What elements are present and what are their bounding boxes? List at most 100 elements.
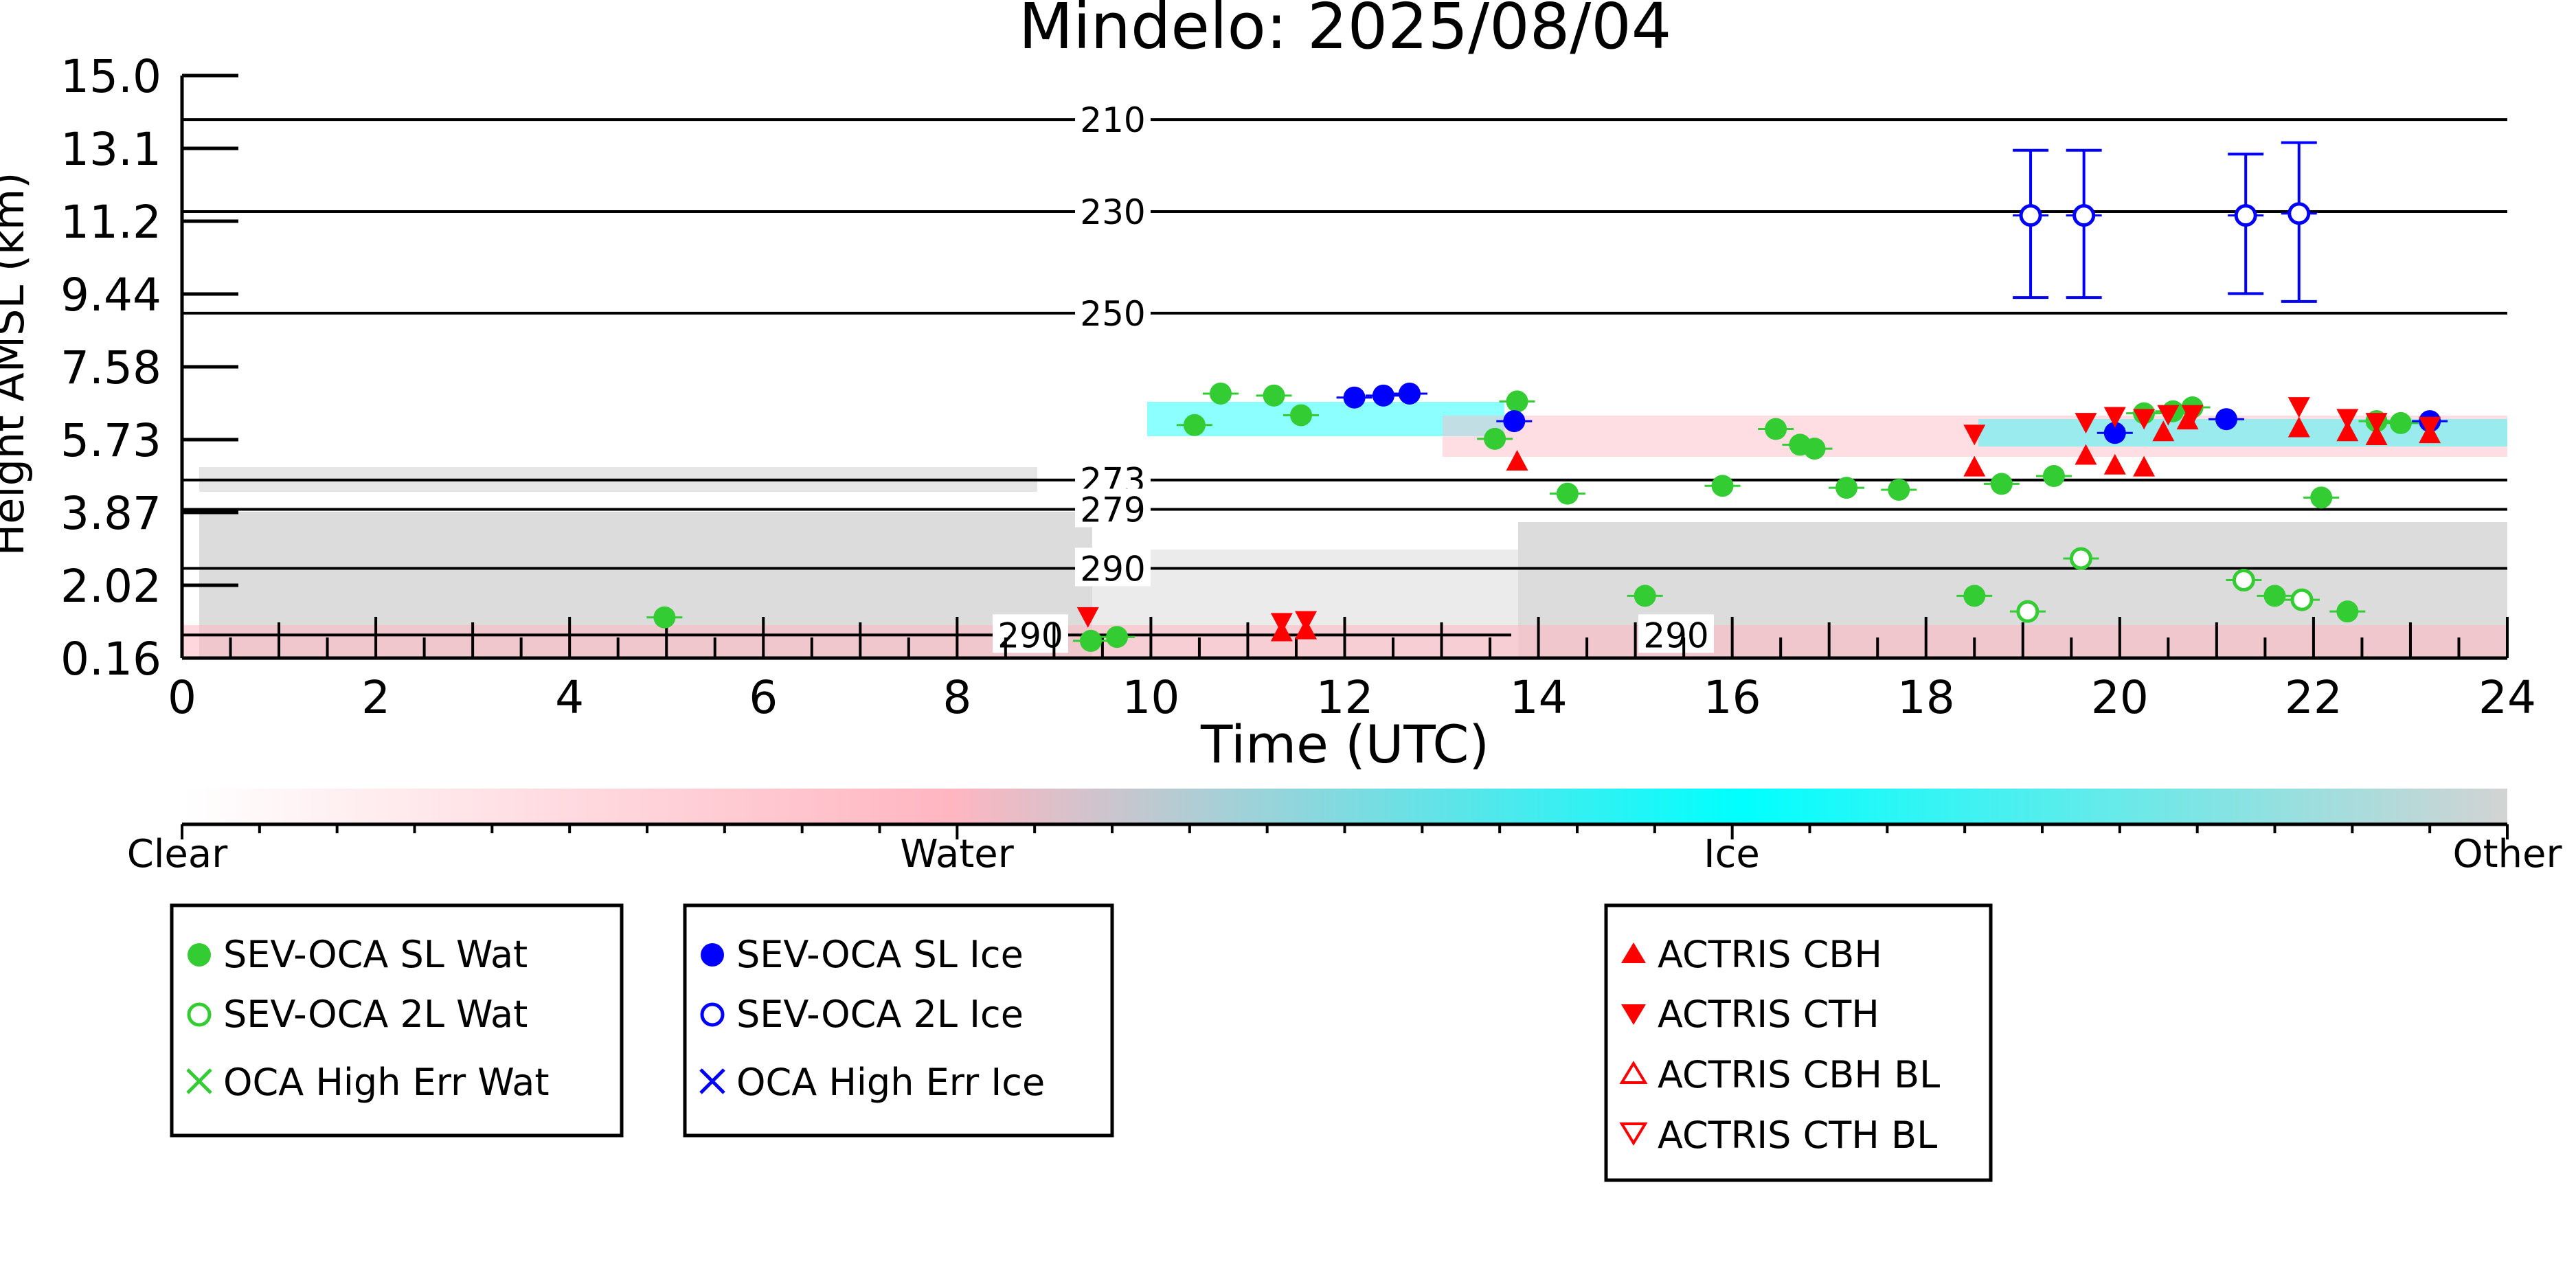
data-point [2181,405,2204,426]
legend-ice: SEV-OCA SL Ice SEV-OCA 2L Ice OCA High E… [683,903,1114,1138]
x-axis-label: Time (UTC) [1200,714,1489,775]
legend-2l-wat-label: SEV-OCA 2L Wat [223,993,528,1036]
colorbar-ticks [181,824,2509,839]
y-tick-label: 7.58 [60,341,161,394]
data-point [1398,382,1421,405]
series-actris-cth [1076,397,2441,634]
data-point [1372,384,1394,407]
legend-cbh-bl-label: ACTRIS CBH BL [1658,1053,1940,1096]
isotherm-label: 290 [997,615,1063,655]
isotherm-label: 279 [1080,490,1145,530]
legend-higherr-wat-label: OCA High Err Wat [223,1061,550,1104]
legend-sl-wat-marker [188,943,211,967]
legend-cbh-marker [1621,942,1646,963]
ice-cloud-layer-1 [1147,402,1504,436]
isotherm-label: 230 [1080,192,1145,232]
data-point [1079,629,1102,652]
legend-sl-ice-marker [701,943,724,967]
isotherm-label: 290 [1643,615,1708,655]
data-point [1183,414,1206,436]
data-point [1711,475,1734,497]
x-tick-label: 8 [942,671,971,724]
y-tick-label: 3.87 [60,487,161,540]
x-tick-label: 24 [2478,671,2536,724]
data-point [2290,588,2314,611]
data-point [1990,473,2013,495]
isotherm-label-bg [1075,191,1151,230]
isotherm-label-bg [1075,488,1151,528]
data-point [1803,438,1826,460]
legend-water: SEV-OCA SL Wat SEV-OCA 2L Wat OCA High E… [170,903,624,1138]
x-tick-label: 12 [1316,671,1374,724]
y-tick-label: 15.0 [60,50,161,103]
colorbar-label-ice: Ice [1704,832,1760,877]
data-point [1765,418,1787,440]
data-point [2075,444,2097,465]
colorbar-label-other: Other [2452,832,2562,877]
y-tick-label: 13.1 [60,123,161,176]
data-point [2215,408,2237,431]
data-point [1503,410,1526,433]
legend-actris: ACTRIS CBH ACTRIS CTH ACTRIS CBH BL ACTR… [1604,903,1993,1182]
x-tick-label: 6 [749,671,778,724]
data-point [2336,409,2359,430]
legend-2l-ice-label: SEV-OCA 2L Ice [736,993,1024,1036]
data-point [1963,455,1986,477]
data-point [653,606,676,629]
data-point [2069,547,2092,570]
legend-cth-marker [1621,1004,1646,1025]
y-tick-label: 0.16 [60,633,161,686]
x-tick-label: 2 [361,671,390,724]
data-point [2336,600,2359,623]
data-point [2152,420,2175,442]
colorbar-label-clear: Clear [127,832,228,877]
colorbar [182,789,2507,824]
data-point [1556,482,1579,505]
x-tick-label: 20 [2091,671,2149,724]
legend-actris-frame [1604,903,1993,1182]
data-point [2232,569,2255,592]
y-tick-label: 2.02 [60,560,161,613]
data-point [1963,425,1986,446]
data-point [1506,450,1528,471]
colorbar-label-water: Water [900,832,1015,877]
legend-higherr-ice-marker [699,1068,725,1094]
data-point [2287,202,2311,225]
data-point [2103,422,2126,444]
data-point [2287,416,2310,438]
data-point [1888,478,1910,501]
x-tick-label: 18 [1897,671,1955,724]
data-point [2336,420,2359,442]
isotherm-label-bg [1075,547,1151,587]
legend-higherr-wat-marker [186,1068,212,1094]
data-point [1506,390,1528,413]
data-point [2016,600,2040,623]
y-tick-label: 11.2 [60,196,161,249]
data-point [1263,384,1285,407]
data-point [1295,611,1318,632]
data-point [1835,477,1858,499]
data-point [2075,413,2097,434]
data-point [2133,455,2156,477]
data-point [1106,626,1129,648]
data-point [2365,424,2388,445]
data-point [1290,404,1313,427]
data-point [2133,409,2156,430]
y-tick-label: 5.73 [60,414,161,467]
data-series [646,141,2448,652]
data-point [2072,204,2096,227]
legend-higherr-ice-label: OCA High Err Ice [736,1061,1045,1104]
data-point [2157,405,2180,426]
legend-2l-wat-marker [187,1002,212,1027]
data-point [1963,585,1986,607]
data-point [1209,382,1232,405]
isotherm-label: 210 [1080,100,1145,140]
isotherm-label-bg [1075,292,1151,331]
legend-cbh-bl-marker [1619,1061,1648,1084]
legend-water-frame [170,903,624,1138]
data-point [1076,607,1099,628]
series-sev-oca-2l-ice [2013,141,2317,303]
data-point [2310,486,2333,509]
data-point [2389,411,2412,434]
